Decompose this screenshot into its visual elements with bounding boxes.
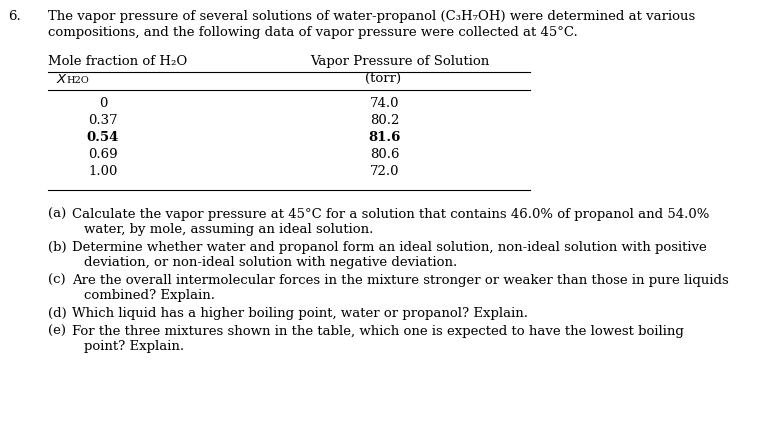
Text: $\mathit{X}$: $\mathit{X}$	[56, 73, 68, 86]
Text: 80.6: 80.6	[370, 148, 400, 161]
Text: 6.: 6.	[8, 10, 21, 23]
Text: 80.2: 80.2	[370, 114, 400, 127]
Text: Vapor Pressure of Solution: Vapor Pressure of Solution	[310, 55, 489, 68]
Text: water, by mole, assuming an ideal solution.: water, by mole, assuming an ideal soluti…	[84, 223, 373, 236]
Text: (b): (b)	[48, 241, 66, 254]
Text: 74.0: 74.0	[370, 97, 400, 110]
Text: (torr): (torr)	[365, 73, 401, 86]
Text: Which liquid has a higher boiling point, water or propanol? Explain.: Which liquid has a higher boiling point,…	[72, 307, 528, 320]
Text: Are the overall intermolecular forces in the mixture stronger or weaker than tho: Are the overall intermolecular forces in…	[72, 274, 729, 287]
Text: 0.54: 0.54	[87, 131, 119, 144]
Text: 0: 0	[99, 97, 107, 110]
Text: H2O: H2O	[66, 76, 89, 85]
Text: The vapor pressure of several solutions of water-propanol (C₃H₇OH) were determin: The vapor pressure of several solutions …	[48, 10, 695, 23]
Text: 81.6: 81.6	[369, 131, 401, 144]
Text: Mole fraction of H₂O: Mole fraction of H₂O	[48, 55, 187, 68]
Text: 72.0: 72.0	[370, 165, 400, 178]
Text: (a): (a)	[48, 208, 66, 221]
Text: point? Explain.: point? Explain.	[84, 340, 184, 353]
Text: 0.37: 0.37	[89, 114, 118, 127]
Text: Determine whether water and propanol form an ideal solution, non-ideal solution : Determine whether water and propanol for…	[72, 241, 707, 254]
Text: For the three mixtures shown in the table, which one is expected to have the low: For the three mixtures shown in the tabl…	[72, 325, 684, 338]
Text: 1.00: 1.00	[89, 165, 118, 178]
Text: Calculate the vapor pressure at 45°C for a solution that contains 46.0% of propa: Calculate the vapor pressure at 45°C for…	[72, 208, 710, 221]
Text: (d): (d)	[48, 307, 66, 320]
Text: (c): (c)	[48, 274, 66, 287]
Text: deviation, or non-ideal solution with negative deviation.: deviation, or non-ideal solution with ne…	[84, 256, 457, 269]
Text: (e): (e)	[48, 325, 66, 338]
Text: combined? Explain.: combined? Explain.	[84, 289, 215, 302]
Text: compositions, and the following data of vapor pressure were collected at 45°C.: compositions, and the following data of …	[48, 26, 578, 39]
Text: 0.69: 0.69	[89, 148, 118, 161]
